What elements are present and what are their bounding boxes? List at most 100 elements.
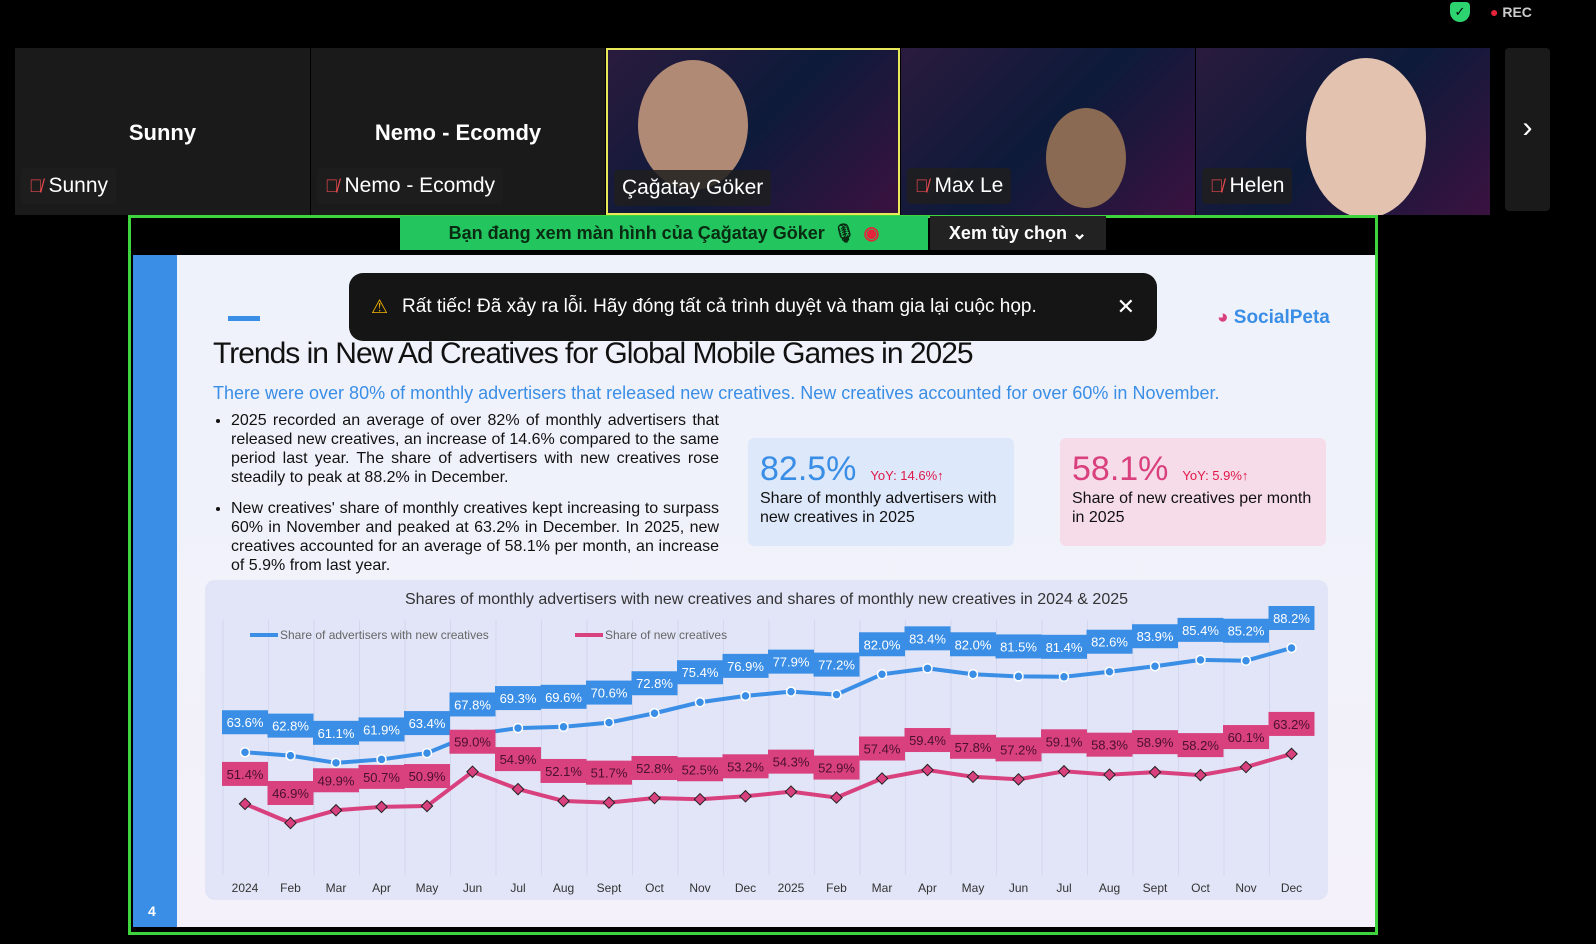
data-label: 76.9% [727, 659, 764, 674]
data-label-box [1086, 629, 1133, 654]
data-label-box [222, 761, 268, 786]
x-tick-label: Feb [826, 881, 847, 895]
rec-dot-icon: ● [1490, 4, 1499, 20]
participant-tile-max[interactable]: 🎙̸ Max Le [901, 48, 1195, 215]
x-tick-label: Apr [918, 881, 937, 895]
mic-muted-icon: 🎙̸ [325, 175, 339, 196]
data-label-box [1177, 617, 1224, 642]
series-line [244, 646, 1293, 765]
data-label-box [904, 728, 951, 753]
data-label-box [222, 710, 268, 735]
data-label: 81.4% [1046, 640, 1083, 655]
view-options-button[interactable]: Xem tùy chọn ⌄ [930, 216, 1106, 250]
data-point [238, 797, 252, 811]
rec-label: REC [1502, 4, 1532, 20]
data-label: 82.0% [955, 637, 992, 652]
data-label: 52.1% [545, 764, 582, 779]
data-label: 52.8% [636, 761, 673, 776]
data-point [784, 785, 798, 798]
data-label-box [449, 729, 496, 754]
data-point [739, 789, 752, 803]
data-label: 50.7% [363, 770, 400, 785]
data-label-box [677, 757, 723, 782]
data-point [512, 722, 524, 734]
data-label-box [768, 649, 814, 674]
data-label-box [768, 749, 814, 774]
data-label: 75.4% [682, 665, 719, 680]
mic-muted-icon: 🎙̸ [29, 175, 43, 196]
mic-muted-icon: 🎙̸ [915, 175, 929, 196]
tag-label: Nemo - Ecomdy [344, 174, 496, 197]
data-label: 81.5% [1000, 639, 1037, 654]
data-label: 69.3% [500, 691, 537, 706]
data-point [1104, 666, 1115, 677]
legend-label: Share of advertisers with new creatives [280, 628, 489, 642]
error-toast: ⚠ Rất tiếc! Đã xảy ra lỗi. Hãy đóng tất … [349, 273, 1157, 341]
x-tick-label: Apr [372, 881, 391, 895]
data-label-box [495, 747, 541, 772]
kpi-card-creatives: 58.1% YoY: 5.9%↑ Share of new creatives p… [1060, 438, 1326, 546]
data-label: 63.6% [227, 715, 264, 730]
data-label-box [813, 755, 860, 780]
data-label-box [995, 737, 1042, 762]
data-label: 58.9% [1137, 735, 1174, 750]
share-banner-text: Bạn đang xem màn hình của Çağatay Göker [448, 222, 825, 243]
data-point [466, 765, 479, 779]
participant-tile-cagatay[interactable]: Çağatay Göker [606, 48, 900, 215]
data-label: 83.4% [909, 631, 946, 646]
data-label: 67.8% [454, 697, 491, 712]
data-label: 59.0% [454, 735, 491, 750]
data-point [511, 782, 525, 796]
data-point [420, 799, 434, 813]
series-line [244, 752, 1293, 825]
bullet-list: 2025 recorded an average of over 82% of … [213, 411, 719, 575]
participant-tile-helen[interactable]: 🎙̸ Helen [1196, 48, 1490, 215]
name-tag: 🎙̸ Nemo - Ecomdy [317, 168, 504, 204]
chevron-right-icon: › [1522, 111, 1533, 144]
close-icon[interactable]: ✕ [1116, 294, 1135, 319]
data-label: 51.4% [227, 767, 264, 782]
data-label-box [267, 780, 314, 805]
participant-video [638, 60, 748, 190]
x-tick-label: Jul [1056, 881, 1071, 895]
data-label-box [1268, 711, 1315, 736]
data-point [1103, 768, 1116, 782]
participant-tile-nemo[interactable]: Nemo - Ecomdy 🎙̸ Nemo - Ecomdy [311, 48, 605, 215]
data-label: 49.9% [318, 773, 355, 788]
next-participants-button[interactable]: › [1505, 48, 1550, 211]
data-label: 77.2% [818, 658, 855, 673]
data-label: 59.4% [909, 733, 946, 748]
socialpeta-logo-icon: ◕ [1217, 307, 1229, 328]
x-tick-label: Sept [1143, 881, 1168, 895]
data-label-box [586, 760, 632, 785]
data-point [875, 772, 889, 785]
x-tick-label: Mar [326, 881, 347, 895]
data-point [830, 791, 843, 804]
participant-tile-sunny[interactable]: Sunny 🎙̸ Sunny [15, 48, 310, 215]
data-label: 61.9% [363, 722, 400, 737]
data-label: 51.7% [591, 766, 628, 781]
data-label-box [631, 671, 678, 696]
mic-muted-icon: 🎙̸ [1210, 175, 1224, 196]
data-point [649, 707, 660, 719]
data-point [921, 763, 934, 777]
x-tick-label: 2024 [232, 881, 259, 895]
data-point [1285, 747, 1298, 761]
data-label-box [995, 634, 1042, 659]
error-message: Rất tiếc! Đã xảy ra lỗi. Hãy đóng tất cả… [402, 296, 1037, 317]
data-point [1148, 765, 1162, 779]
data-label-box [1223, 618, 1269, 643]
x-tick-label: Mar [872, 881, 893, 895]
line-chart: 2024 Feb Mar Apr May Jun Jul Aug Sept Oct Nov Dec 20… [222, 606, 1315, 895]
slide-side-bar [133, 255, 177, 927]
data-label-box [495, 686, 541, 711]
x-tick-label: Oct [1191, 881, 1210, 895]
data-point [285, 750, 296, 761]
data-point [375, 800, 388, 814]
data-label-box [267, 713, 314, 738]
data-label: 60.1% [1228, 730, 1265, 745]
data-point [648, 791, 661, 805]
data-point [330, 757, 342, 769]
participant-video [1306, 58, 1426, 215]
security-icon[interactable]: ✓ [1450, 2, 1470, 22]
